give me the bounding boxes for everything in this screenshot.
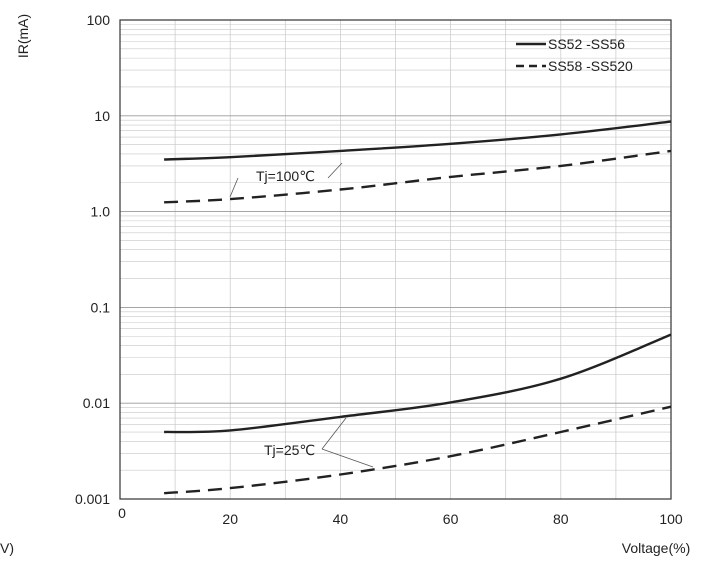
tick-labels: 0 20 40 60 80 100 100 10 1.0 0.1 0.01 0.001: [75, 12, 683, 527]
annotation-leader-25-b: [321, 448, 374, 468]
annotation-leader-100-a: [229, 177, 239, 198]
x-tick-label: 20: [222, 511, 238, 527]
x-tick-label: 80: [553, 511, 569, 527]
series-line-ss52-ss56-tj25: [164, 333, 672, 434]
legend-label-ss52-ss56: SS52 -SS56: [548, 36, 625, 52]
y-tick-label: 0.1: [91, 299, 111, 315]
annotations: Tj=100℃ Tj=25℃: [229, 162, 374, 468]
y-axis-label: IR(mA): [15, 14, 31, 58]
grid: [120, 20, 671, 499]
x-tick-label: 40: [333, 511, 349, 527]
y-tick-label: 0.01: [83, 395, 110, 411]
annotation-leader-100-b: [327, 162, 343, 179]
x-tick-label: 100: [659, 511, 683, 527]
series-line-ss58-ss520-tj25: [164, 405, 672, 495]
annotation-tj-100: Tj=100℃: [256, 168, 315, 184]
series-line-ss58-ss520-tj100: [164, 149, 672, 204]
corner-fragment: V): [0, 540, 14, 556]
legend-label-ss58-ss520: SS58 -SS520: [548, 58, 633, 74]
annotation-tj-25: Tj=25℃: [264, 442, 315, 458]
x-tick-label: 60: [443, 511, 459, 527]
plot-frame: [119, 19, 672, 500]
y-tick-label: 0.001: [75, 491, 110, 507]
series-layer: [164, 120, 672, 495]
y-tick-label: 1.0: [91, 204, 111, 220]
annotation-leader-25-a: [321, 417, 347, 450]
series-line-ss52-ss56-tj100: [164, 120, 672, 161]
x-axis-label: Voltage(%): [622, 540, 690, 556]
legend: SS52 -SS56 SS58 -SS520: [516, 36, 633, 74]
y-tick-label: 100: [87, 12, 111, 28]
x-tick-label: 0: [118, 505, 126, 521]
y-tick-label: 10: [94, 108, 110, 124]
